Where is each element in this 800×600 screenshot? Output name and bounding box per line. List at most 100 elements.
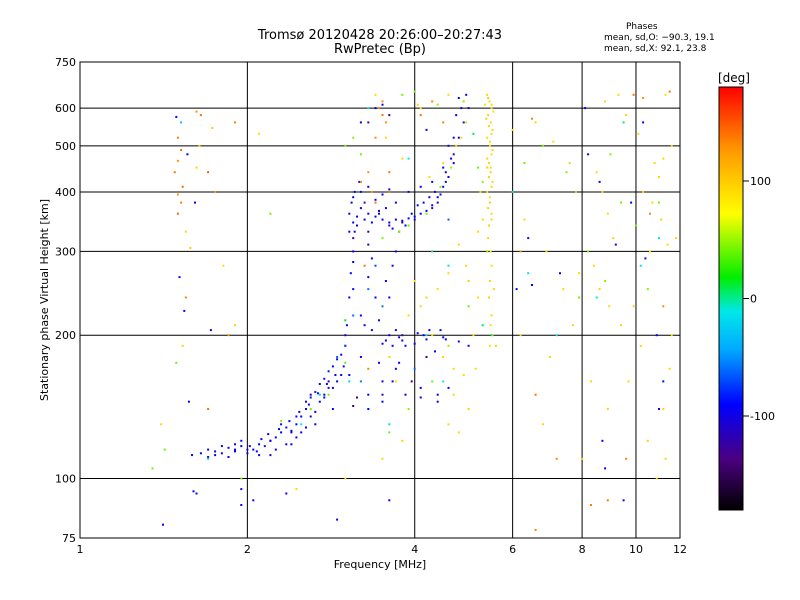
data-point	[630, 201, 633, 204]
data-point	[309, 396, 312, 399]
data-point	[472, 132, 475, 135]
data-point	[452, 136, 455, 139]
data-point	[486, 157, 489, 160]
data-point	[668, 367, 671, 370]
data-point	[606, 212, 609, 215]
data-point	[419, 185, 422, 188]
data-point	[300, 415, 303, 418]
data-point	[568, 162, 571, 165]
data-point	[359, 356, 362, 358]
data-point	[388, 356, 391, 358]
data-point	[488, 201, 491, 204]
data-point	[474, 367, 477, 370]
data-point	[523, 218, 526, 221]
data-point	[404, 393, 407, 396]
data-point	[374, 107, 377, 110]
data-point	[486, 93, 489, 96]
data-point	[419, 114, 422, 117]
data-point	[662, 408, 665, 410]
data-point	[391, 264, 394, 267]
data-point	[662, 305, 665, 308]
data-point	[404, 224, 407, 227]
data-point	[442, 185, 445, 188]
data-point	[422, 201, 425, 204]
data-point	[323, 377, 326, 380]
data-point	[214, 454, 217, 457]
data-point	[207, 408, 210, 410]
data-point	[336, 356, 339, 358]
data-point	[398, 230, 401, 233]
data-point	[344, 319, 347, 322]
data-point	[300, 423, 303, 426]
data-point	[627, 380, 630, 383]
data-point	[280, 423, 283, 426]
data-point	[394, 201, 397, 204]
data-point	[590, 504, 592, 506]
data-point	[410, 212, 413, 215]
data-point	[384, 280, 387, 282]
data-point	[431, 334, 434, 337]
data-point	[447, 144, 450, 147]
data-point	[447, 264, 450, 267]
data-point	[207, 448, 210, 451]
data-point	[352, 196, 355, 199]
data-point	[604, 100, 607, 103]
data-point	[381, 400, 384, 403]
data-point	[378, 319, 380, 322]
data-point	[252, 448, 255, 451]
data-point	[195, 110, 198, 113]
data-point	[356, 396, 358, 399]
data-point	[248, 445, 251, 448]
data-point	[447, 344, 450, 347]
data-point	[274, 448, 277, 451]
data-point	[457, 431, 460, 434]
data-point	[620, 201, 622, 204]
data-point	[455, 144, 458, 147]
data-point	[664, 457, 667, 460]
data-point	[465, 264, 468, 267]
data-point	[356, 224, 358, 227]
data-point	[622, 121, 625, 124]
data-point	[220, 445, 223, 448]
data-point	[388, 171, 391, 174]
data-point	[511, 128, 514, 131]
data-point	[534, 393, 537, 396]
data-point	[595, 171, 598, 174]
data-point	[545, 250, 548, 253]
data-point	[175, 115, 178, 118]
data-point	[419, 386, 422, 389]
data-point	[363, 218, 366, 221]
y-tick-label: 300	[55, 245, 76, 258]
data-point	[394, 250, 397, 253]
data-point	[388, 499, 391, 502]
data-point	[467, 344, 470, 347]
data-point	[425, 212, 428, 215]
data-point	[267, 433, 270, 436]
data-point	[653, 162, 656, 165]
data-point	[180, 149, 183, 151]
data-point	[425, 209, 428, 212]
data-point	[327, 380, 330, 383]
data-point	[285, 426, 288, 429]
data-point	[352, 261, 355, 263]
data-point	[436, 103, 439, 106]
data-point	[487, 97, 490, 99]
data-point	[490, 218, 493, 221]
data-point	[327, 393, 330, 396]
data-point	[240, 477, 243, 480]
data-point	[388, 296, 391, 299]
data-point	[601, 439, 604, 442]
data-point	[192, 490, 195, 493]
data-point	[486, 250, 489, 253]
data-point	[422, 334, 425, 337]
data-point	[381, 342, 384, 345]
data-point	[541, 144, 544, 147]
data-point	[305, 408, 307, 410]
data-point	[323, 396, 326, 399]
data-point	[410, 380, 413, 383]
data-point	[391, 380, 394, 383]
data-point	[562, 288, 565, 291]
data-point	[374, 215, 377, 218]
data-point	[488, 280, 491, 282]
data-point	[345, 324, 348, 327]
